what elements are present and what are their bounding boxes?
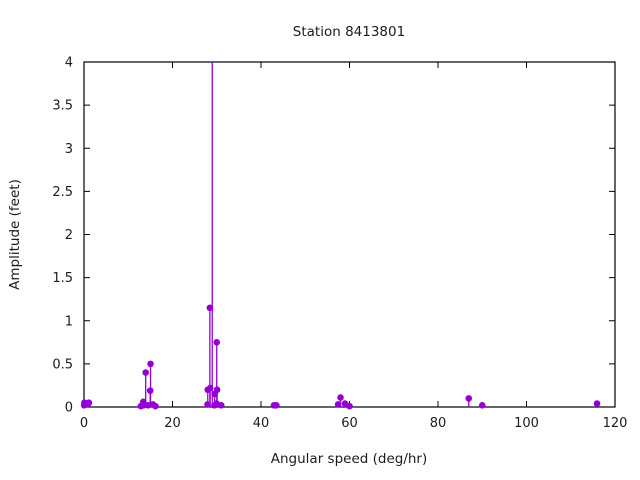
data-point [593, 400, 601, 407]
data-point [85, 399, 93, 406]
x-axis-label: Angular speed (deg/hr) [271, 451, 428, 467]
y-axis-label: Amplitude (feet) [7, 179, 23, 290]
data-point [217, 401, 225, 409]
y-tick-label: 3 [65, 142, 73, 157]
x-tick-label: 100 [514, 416, 539, 431]
plot-border [83, 61, 616, 408]
chart-title: Station 8413801 [293, 24, 405, 40]
data-point [465, 395, 473, 402]
y-tick-label: 2 [65, 228, 73, 243]
data-point [273, 401, 280, 409]
data-point [334, 401, 342, 408]
y-tick-label: 0 [65, 401, 73, 416]
x-tick-label: 80 [430, 416, 447, 431]
data-point [346, 402, 353, 410]
axis-ticks: 0 20 40 60 80 100 120 0 0.5 1 1.5 2 2.5 3 3.5 4 [52, 56, 627, 432]
x-tick-label: 60 [341, 416, 358, 431]
data-series [80, 62, 601, 410]
y-tick-label: 1.5 [52, 271, 73, 286]
data-point [142, 369, 149, 376]
y-tick-label: 4 [65, 56, 73, 71]
data-point [213, 386, 221, 394]
data-point [152, 402, 159, 410]
x-tick-label: 0 [80, 416, 88, 431]
x-tick-label: 20 [164, 416, 181, 431]
data-point [478, 401, 486, 409]
data-point [213, 339, 221, 346]
x-tick-label: 120 [603, 416, 628, 431]
y-tick-label: 0.5 [52, 357, 73, 372]
data-point [206, 304, 214, 312]
data-point [337, 394, 344, 401]
y-tick-label: 2.5 [52, 185, 73, 200]
y-tick-label: 3.5 [52, 99, 73, 114]
data-point [147, 360, 154, 368]
y-tick-label: 1 [65, 314, 73, 329]
x-tick-label: 40 [253, 416, 270, 431]
